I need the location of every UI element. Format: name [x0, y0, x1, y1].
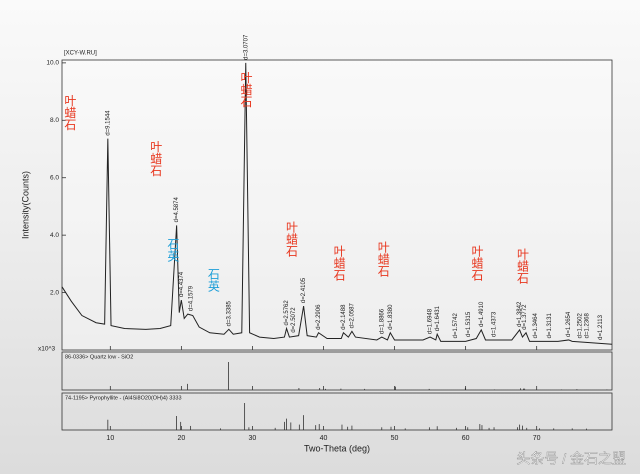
chart-title: [XCY-W.RU]: [64, 51, 97, 57]
peak-label: d=9.1544: [105, 110, 111, 136]
peak-label: d=2.1488: [341, 304, 347, 330]
peak-label: d=1.6431: [435, 305, 441, 331]
phase-label: 叶蜡石: [63, 94, 77, 130]
peak-label: d=1.4373: [492, 311, 498, 337]
peak-label: d=1.2654: [566, 311, 572, 337]
x-tick-label: 20: [177, 435, 185, 442]
peak-label: d=1.8866: [379, 308, 385, 334]
y-tick-label: 10.0: [46, 60, 59, 67]
peak-label: d=1.3464: [533, 313, 539, 339]
y-tick-label: 4.0: [50, 232, 59, 239]
peak-label: d=1.2368: [585, 313, 591, 339]
reference-frame: [61, 351, 613, 391]
phase-label: 叶蜡石: [515, 248, 529, 284]
reference-title: 74-1195> Pyrophyllite - (Al4Si8O20(OH)4)…: [65, 395, 182, 401]
y-tick-label: 8.0: [50, 117, 59, 124]
phase-label: 叶蜡石: [470, 245, 484, 281]
y-tick-label: 2.0: [50, 289, 59, 296]
x-tick-label: 60: [462, 435, 470, 442]
plot-area: [62, 60, 612, 350]
phase-label: 石英: [206, 268, 220, 292]
peak-label: d=1.3772: [522, 304, 528, 330]
peak-label: d=2.5072: [291, 307, 297, 333]
peak-label: d=4.1579: [189, 285, 195, 311]
peak-label: d=4.4374: [179, 271, 185, 297]
peak-label: d=2.4105: [301, 277, 307, 303]
x-tick-label: 30: [249, 435, 257, 442]
peak-label: d=2.2906: [316, 304, 322, 330]
peak-label: d=4.5874: [174, 197, 180, 223]
phase-label: 石英: [166, 238, 180, 262]
y-tick-label: 6.0: [50, 174, 59, 181]
peak-label: d=1.5742: [453, 313, 459, 339]
peak-label: d=1.3842: [517, 301, 523, 327]
y-axis-label: Intensity(Counts): [20, 171, 30, 239]
x-axis-label: Two-Theta (deg): [304, 443, 370, 453]
x-tick-label: 50: [391, 435, 399, 442]
y-multiplier: x10^3: [38, 346, 56, 353]
reference-frame: [61, 392, 613, 431]
phase-label: 叶蜡石: [376, 240, 390, 276]
plot-frame: [61, 59, 613, 351]
phase-label: 叶蜡石: [239, 71, 253, 107]
peak-label: d=1.8380: [388, 304, 394, 330]
reference-title: 86-0336> Quartz low - SiO2: [65, 354, 133, 360]
peak-label: d=1.2502: [578, 313, 584, 339]
peak-label: d=2.0587: [350, 302, 356, 328]
peak-label: d=2.5762: [284, 300, 290, 326]
peak-label: d=3.3385: [226, 300, 232, 326]
watermark: 头条号 / 金石之盟: [516, 451, 626, 467]
x-tick-label: 70: [533, 435, 541, 442]
x-tick-label: 40: [320, 435, 328, 442]
phase-label: 叶蜡石: [332, 245, 346, 281]
peak-label: d=1.5315: [466, 311, 472, 337]
x-tick-label: 10: [106, 435, 114, 442]
peak-label: d=1.4910: [479, 301, 485, 327]
peak-label: d=1.3131: [547, 313, 553, 339]
phase-label: 叶蜡石: [149, 140, 163, 176]
peak-label: d=3.0707: [243, 34, 249, 60]
peak-label: d=1.2113: [598, 314, 604, 339]
peak-label: d=1.6948: [428, 308, 434, 334]
xrd-pattern: [61, 62, 613, 345]
phase-label: 叶蜡石: [285, 220, 299, 256]
